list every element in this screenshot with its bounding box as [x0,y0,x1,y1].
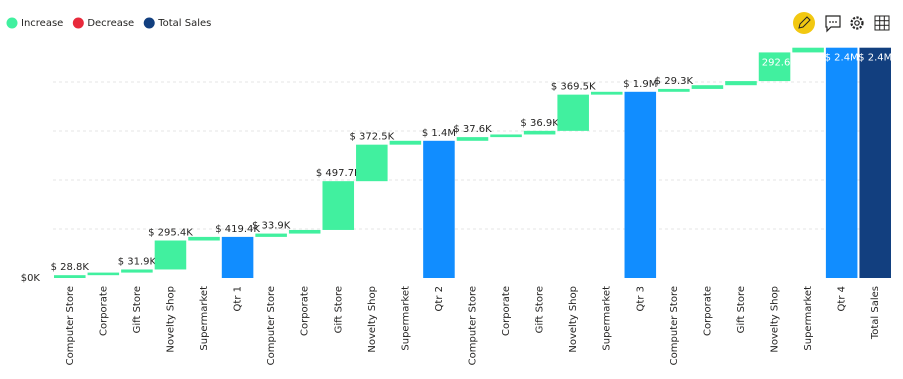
data-label: $ 1.9M [623,79,657,90]
bar [758,52,791,82]
bar [658,88,690,92]
settings-button[interactable] [850,16,864,30]
toolbar [793,12,890,34]
data-label: $ 28.8K [51,262,90,273]
comment-button[interactable] [825,15,841,33]
x-tick-label: Gift Store [132,286,143,333]
data-label: $ 292.6K [752,57,797,68]
bar [288,229,321,234]
bar [825,47,858,279]
data-label: $ 419.4K [215,224,260,235]
x-tick-label: Qtr 4 [837,286,848,311]
x-tick-label: Gift Store [535,286,546,333]
bar [792,47,824,53]
table-button[interactable] [874,15,890,31]
x-tick-label: Qtr 2 [434,286,445,311]
bar [691,85,724,89]
bar [121,269,153,273]
bar [590,91,623,95]
x-tick-label: Gift Store [736,286,747,333]
data-label: $ 37.6K [453,124,492,135]
bar [859,47,891,279]
legend-marker [143,17,155,29]
x-tick-label: Computer Store [468,286,479,365]
data-label: $ 497.7K [316,168,361,179]
bar [423,140,455,278]
bar [322,181,355,230]
x-tick-label: Corporate [501,286,512,336]
data-label: $ 2.4M [825,53,859,64]
data-label: $ 372.5K [349,132,394,143]
x-tick-label: Supermarket [199,286,210,351]
legend-label: Increase [21,18,63,29]
x-tick-label: Computer Store [266,286,277,365]
data-label: $ 33.9K [252,221,291,232]
bar [154,240,187,270]
bar [87,272,120,276]
bar [389,140,422,145]
x-tick-label: Supermarket [803,286,814,351]
x-tick-label: Novelty Shop [770,286,781,353]
x-tick-label: Supermarket [400,286,411,351]
data-label: $ 36.9K [520,118,559,129]
x-tick-label: Novelty Shop [568,286,579,353]
x-tick-label: Gift Store [333,286,344,333]
x-tick-label: Corporate [300,286,311,336]
bar [188,236,220,241]
bar [221,236,254,278]
x-tick-label: Novelty Shop [165,286,176,353]
bar [557,94,589,131]
x-tick-label: Qtr 1 [233,286,244,311]
data-label: $ 2.4M [858,53,892,64]
x-tick-label: Computer Store [669,286,680,365]
y-tick-label: $0K [21,273,41,284]
bar [624,91,657,278]
bar [523,130,556,135]
bar [255,233,287,237]
edit-button[interactable] [793,12,815,34]
x-tick-label: Corporate [702,286,713,336]
bar [456,137,489,141]
legend-marker [6,17,18,29]
legend-marker [72,17,84,29]
legend-label: Decrease [87,18,134,29]
bar [725,81,757,86]
x-tick-label: Computer Store [65,286,76,365]
bar [490,134,522,138]
data-label: $ 1.4M [422,128,456,139]
data-label: $ 295.4K [148,228,193,239]
data-label: $ 29.3K [655,76,694,87]
x-tick-label: Supermarket [602,286,613,351]
x-tick-label: Total Sales [870,286,881,340]
legend-label: Total Sales [157,18,211,29]
bar [356,144,388,182]
bar [54,275,86,278]
x-tick-label: Novelty Shop [367,286,378,353]
x-tick-label: Corporate [98,286,109,336]
x-tick-label: Qtr 3 [635,286,646,311]
data-label: $ 31.9K [118,256,157,267]
data-label: $ 369.5K [551,82,596,93]
